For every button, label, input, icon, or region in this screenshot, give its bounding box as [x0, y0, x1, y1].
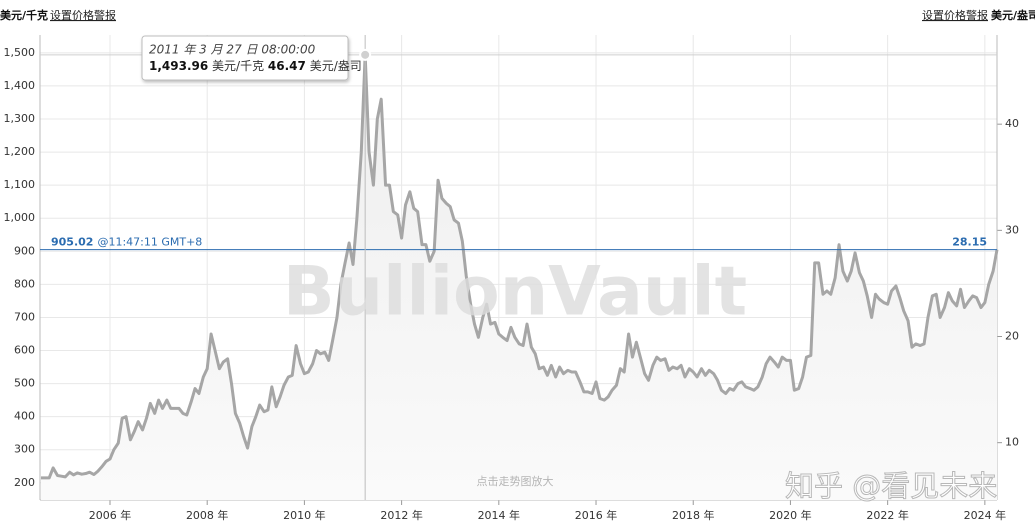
reference-value: 905.02 [51, 236, 93, 249]
y-tick-label: 1,300 [4, 112, 36, 125]
tooltip-date: 2011 年 3 月 27 日 08:00:00 [149, 43, 316, 57]
plot-area: 200 300 400 500 600 700 800 900 1,000 1,100 1,200 1… [4, 35, 1019, 522]
zoom-hint[interactable]: 点击走势图放大 [477, 474, 554, 488]
y2-tick-label: 10 [1005, 436, 1019, 449]
left-unit: 美元/千克 [0, 8, 48, 22]
line [40, 53, 999, 480]
tooltip-value-oz: 46.47 [268, 59, 306, 73]
x-tick-label: 2014 年 [478, 508, 521, 522]
reference-value-y2: 28.15 [952, 236, 987, 249]
tooltip: 2011 年 3 月 27 日 08:00:00 1,493.96 美元/千克 … [141, 35, 362, 81]
x-tick-label: 2020 年 [769, 508, 812, 522]
tooltip-unit: 美元/千克 [212, 59, 264, 73]
y-tick-label: 500 [14, 377, 35, 390]
x-tick-label: 2008 年 [186, 508, 229, 522]
x-tick-label: 2016 年 [575, 508, 618, 522]
y2-tick-label: 40 [1005, 117, 1019, 130]
y-tick-label: 1,000 [4, 211, 36, 224]
x-tick-label: 2012 年 [380, 508, 423, 522]
y-tick-label: 1,400 [4, 79, 36, 92]
watermark: BullionVault [283, 253, 747, 332]
y-tick-label: 1,200 [4, 145, 36, 158]
tooltip-value: 1,493.96 [149, 59, 208, 73]
price-alert-link[interactable]: 设置价格警报 [922, 8, 988, 22]
y2-tick-label: 30 [1005, 223, 1019, 236]
x-tick-label: 2024 年 [964, 508, 1007, 522]
y-tick-label: 700 [14, 310, 35, 323]
price-alert-link[interactable]: 设置价格警报 [50, 8, 116, 22]
y-tick-label: 600 [14, 344, 35, 357]
y-tick-label: 1,500 [4, 46, 36, 59]
right-unit: 美元/盎司 [991, 8, 1035, 22]
reference-label: 905.02 @11:47:11 GMT+8 [51, 236, 202, 249]
y-tick-label: 400 [14, 410, 35, 423]
tooltip-unit-oz: 美元/盎司 [310, 59, 362, 73]
x-tick-label: 2010 年 [283, 508, 326, 522]
tooltip-box [141, 35, 349, 81]
source-watermark: 知乎 @看见未来 [785, 469, 997, 503]
tooltip-values: 1,493.96 美元/千克 46.47 美元/盎司 [149, 59, 362, 73]
x-tick-label: 2006 年 [89, 508, 132, 522]
reference-time: @11:47:11 GMT+8 [97, 236, 202, 249]
y-tick-label: 300 [14, 443, 35, 456]
x-tick-label: 2022 年 [866, 508, 909, 522]
x-tick-label: 2018 年 [672, 508, 715, 522]
hover-marker [359, 48, 372, 61]
y-tick-label: 900 [14, 244, 35, 257]
y-tick-label: 800 [14, 277, 35, 290]
y-tick-label: 200 [14, 476, 35, 489]
y-tick-label: 1,100 [4, 178, 36, 191]
y2-tick-label: 20 [1005, 330, 1019, 343]
